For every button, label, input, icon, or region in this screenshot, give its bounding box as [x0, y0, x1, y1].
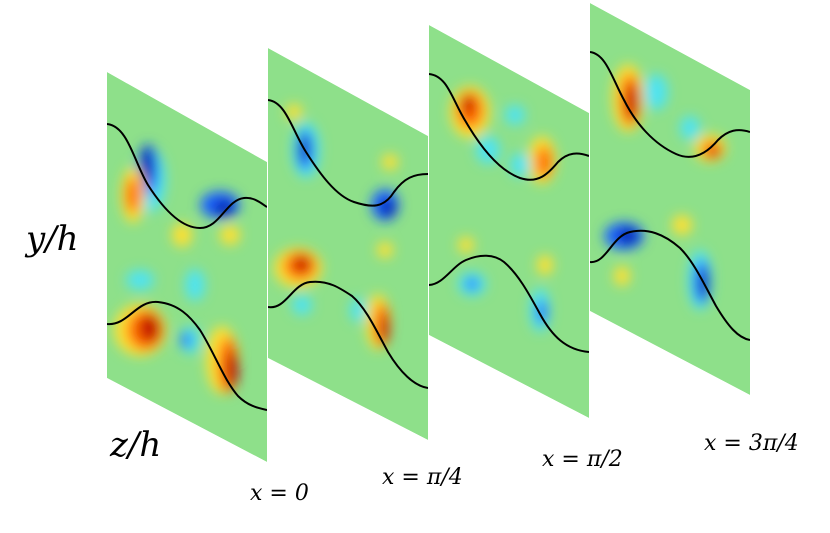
slice-label-x1: x = π/4: [382, 465, 463, 490]
slice-label-x3: x = 3π/4: [704, 431, 799, 456]
slice-x2-upper-interface: [429, 73, 589, 181]
slice-label-x2: x = π/2: [542, 447, 623, 472]
slice-x0-field: [107, 72, 267, 462]
slice-x2-field: [429, 25, 589, 418]
slice-x3-lower-interface: [590, 229, 750, 341]
slice-x3-field: [590, 3, 750, 395]
slice-x2-contours: [450, 86, 556, 332]
slice-x1: [268, 48, 428, 440]
slice-x1-lower-interface: [268, 280, 428, 389]
vertical-axis-label: y/h: [24, 219, 79, 259]
slice-x0-contours: [114, 144, 240, 394]
slice-x3-contours: [604, 64, 726, 310]
slice-x0-upper-interface: [107, 123, 267, 230]
slice-x1-upper-interface: [268, 99, 428, 207]
slice-x0: [107, 72, 267, 462]
slice-x2: [429, 25, 589, 418]
horizontal-axis-label: z/h: [109, 425, 161, 465]
slice-x2-lower-interface: [429, 254, 589, 353]
slice-label-x0: x = 0: [250, 481, 309, 506]
slice-x0-lower-interface: [107, 300, 267, 411]
slice-x3-upper-interface: [590, 51, 750, 158]
slice-x3: [590, 3, 750, 395]
